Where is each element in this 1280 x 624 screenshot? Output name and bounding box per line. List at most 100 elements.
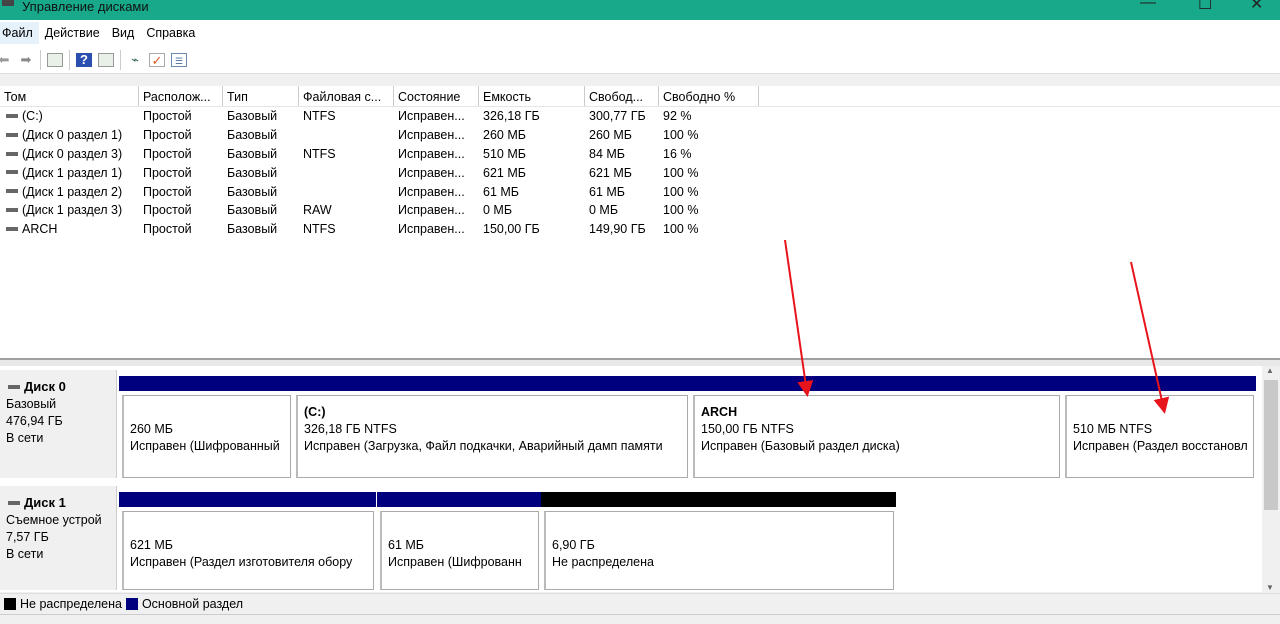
table-row[interactable]: (Диск 0 раздел 1) Простой Базовый Исправен.…	[0, 126, 1280, 145]
table-row[interactable]: (Диск 1 раздел 2) Простой Базовый Исправен.…	[0, 182, 1280, 201]
minimize-button[interactable]: —	[1140, 0, 1156, 11]
table-cell: NTFS	[299, 222, 394, 236]
cell-text: Исправен...	[398, 222, 465, 237]
table-cell: Простой	[139, 222, 223, 236]
cell-text: NTFS	[303, 146, 336, 161]
cell-text: (Диск 1 раздел 3)	[22, 203, 123, 218]
column-header-filesystem[interactable]: Файловая с...	[299, 86, 394, 106]
connect-icon[interactable]: ⌁	[131, 51, 139, 67]
cell-text: Базовый	[227, 165, 278, 180]
action-pane-icon[interactable]	[98, 52, 114, 67]
cell-text: 61 МБ	[589, 184, 625, 199]
cell-text: (Диск 1 раздел 1)	[22, 165, 123, 180]
menu-file[interactable]: Файл	[0, 22, 39, 44]
partition[interactable]: 621 МБ Исправен (Раздел изготовителя обо…	[119, 492, 376, 592]
column-header-volume[interactable]: Том	[0, 86, 139, 106]
maximize-button[interactable]: ☐	[1198, 0, 1213, 13]
cell-text: Базовый	[227, 128, 278, 143]
table-cell: 300,77 ГБ	[585, 109, 659, 123]
close-button[interactable]: ✕	[1250, 0, 1264, 13]
partition[interactable]: (C:) 326,18 ГБ NTFS Исправен (Загрузка, …	[293, 376, 690, 480]
column-header-free-percent[interactable]: Свободно %	[659, 86, 759, 106]
table-row[interactable]: (Диск 1 раздел 1) Простой Базовый Исправен.…	[0, 163, 1280, 182]
table-cell: Базовый	[223, 185, 299, 199]
table-cell: 92 %	[659, 109, 759, 123]
disk-status: В сети	[6, 547, 44, 561]
legend-swatch-unallocated	[4, 598, 16, 610]
disk-type: Съемное устрой	[6, 513, 102, 527]
table-cell: 100 %	[659, 166, 759, 180]
partition[interactable]: 260 МБ Исправен (Шифрованный	[119, 376, 293, 480]
cell-text: 100 %	[663, 203, 699, 218]
table-row[interactable]: (Диск 1 раздел 3) Простой Базовый RAW Исправ…	[0, 201, 1280, 220]
cell-text: Базовый	[227, 184, 278, 199]
table-cell: RAW	[299, 203, 394, 217]
partition-box[interactable]: ARCH 150,00 ГБ NTFS Исправен (Базовый ра…	[693, 395, 1060, 478]
list-icon[interactable]: ☰	[171, 52, 187, 67]
partition-box[interactable]: 260 МБ Исправен (Шифрованный	[122, 395, 291, 478]
table-row[interactable]: (C:) Простой Базовый NTFS Исправен... 326,18 …	[0, 107, 1280, 126]
partition[interactable]: 6,90 ГБ Не распределена	[541, 492, 896, 592]
cell-text: RAW	[303, 203, 332, 218]
cell-text: 149,90 ГБ	[589, 222, 646, 237]
partition-state: Не распределена	[552, 555, 654, 569]
column-header-free[interactable]: Свобод...	[585, 86, 659, 106]
table-cell: 0 МБ	[479, 203, 585, 217]
disk-info-1[interactable]: Диск 1 Съемное устрой 7,57 ГБ В сети	[0, 486, 117, 590]
table-cell: (Диск 1 раздел 3)	[0, 203, 139, 217]
cell-text: Базовый	[227, 222, 278, 237]
scrollbar-thumb[interactable]	[1264, 380, 1278, 510]
volume-icon	[6, 132, 18, 137]
forward-icon[interactable]: ➡	[20, 51, 32, 67]
disk-info-0[interactable]: Диск 0 Базовый 476,94 ГБ В сети	[0, 370, 117, 478]
menu-view[interactable]: Вид	[111, 26, 135, 40]
column-header-capacity[interactable]: Емкость	[479, 86, 585, 106]
column-header-status[interactable]: Состояние	[394, 86, 479, 106]
cell-text: Исправен...	[398, 165, 465, 180]
legend-label-primary: Основной раздел	[141, 597, 244, 611]
table-row[interactable]: (Диск 0 раздел 3) Простой Базовый NTFS Испра…	[0, 145, 1280, 164]
cell-text: Исправен...	[398, 128, 465, 143]
partition-state: Исправен (Базовый раздел диска)	[701, 439, 900, 453]
volume-table: Том Располож... Тип Файловая с... Состоя…	[0, 86, 1280, 358]
partition-box[interactable]: 6,90 ГБ Не распределена	[544, 511, 894, 590]
disk-title: Диск 1	[6, 494, 110, 512]
column-header-type[interactable]: Тип	[223, 86, 299, 106]
partition-state: Исправен (Шифрованн	[388, 555, 522, 569]
cell-text: 260 МБ	[483, 128, 526, 143]
disk-icon	[8, 384, 20, 389]
partition-box[interactable]: 61 МБ Исправен (Шифрованн	[380, 511, 539, 590]
partition-box[interactable]: (C:) 326,18 ГБ NTFS Исправен (Загрузка, …	[296, 395, 688, 478]
pane-splitter[interactable]	[0, 358, 1280, 366]
partition-size: 150,00 ГБ NTFS	[701, 422, 794, 436]
help-icon[interactable]: ?	[76, 52, 92, 67]
cell-text: Простой	[143, 165, 192, 180]
vertical-scrollbar[interactable]: ▲ ▼	[1262, 366, 1280, 592]
table-cell: Исправен...	[394, 109, 479, 123]
volume-icon	[6, 170, 18, 175]
menu-bar: Файл Действие Вид Справка	[0, 20, 1280, 46]
scroll-down-icon[interactable]: ▼	[1266, 583, 1274, 592]
partition-state: Исправен (Раздел восстановл	[1073, 439, 1248, 453]
table-row[interactable]: ARCH Простой Базовый NTFS Исправен... 150,00 …	[0, 220, 1280, 239]
partition-state: Исправен (Раздел изготовителя обору	[130, 555, 353, 569]
back-icon[interactable]: ⬅	[0, 51, 10, 67]
table-cell: 84 МБ	[585, 147, 659, 161]
cell-text: NTFS	[303, 109, 336, 124]
scroll-up-icon[interactable]: ▲	[1266, 366, 1274, 375]
table-cell: Исправен...	[394, 222, 479, 236]
cell-text: 510 МБ	[483, 146, 526, 161]
menu-action[interactable]: Действие	[44, 26, 100, 40]
column-header-layout[interactable]: Располож...	[139, 86, 223, 106]
partition-box[interactable]: 621 МБ Исправен (Раздел изготовителя обо…	[122, 511, 374, 590]
table-cell: Базовый	[223, 147, 299, 161]
partition[interactable]: 61 МБ Исправен (Шифрованн	[377, 492, 541, 592]
disk-size: 476,94 ГБ	[6, 414, 63, 428]
partition-bar	[293, 376, 690, 391]
table-cell: 100 %	[659, 185, 759, 199]
properties-icon[interactable]: ✓	[149, 52, 165, 67]
partition[interactable]: ARCH 150,00 ГБ NTFS Исправен (Базовый ра…	[690, 376, 1062, 480]
menu-help[interactable]: Справка	[146, 26, 196, 40]
console-tree-icon[interactable]	[47, 52, 63, 67]
cell-text: 0 МБ	[589, 203, 619, 218]
